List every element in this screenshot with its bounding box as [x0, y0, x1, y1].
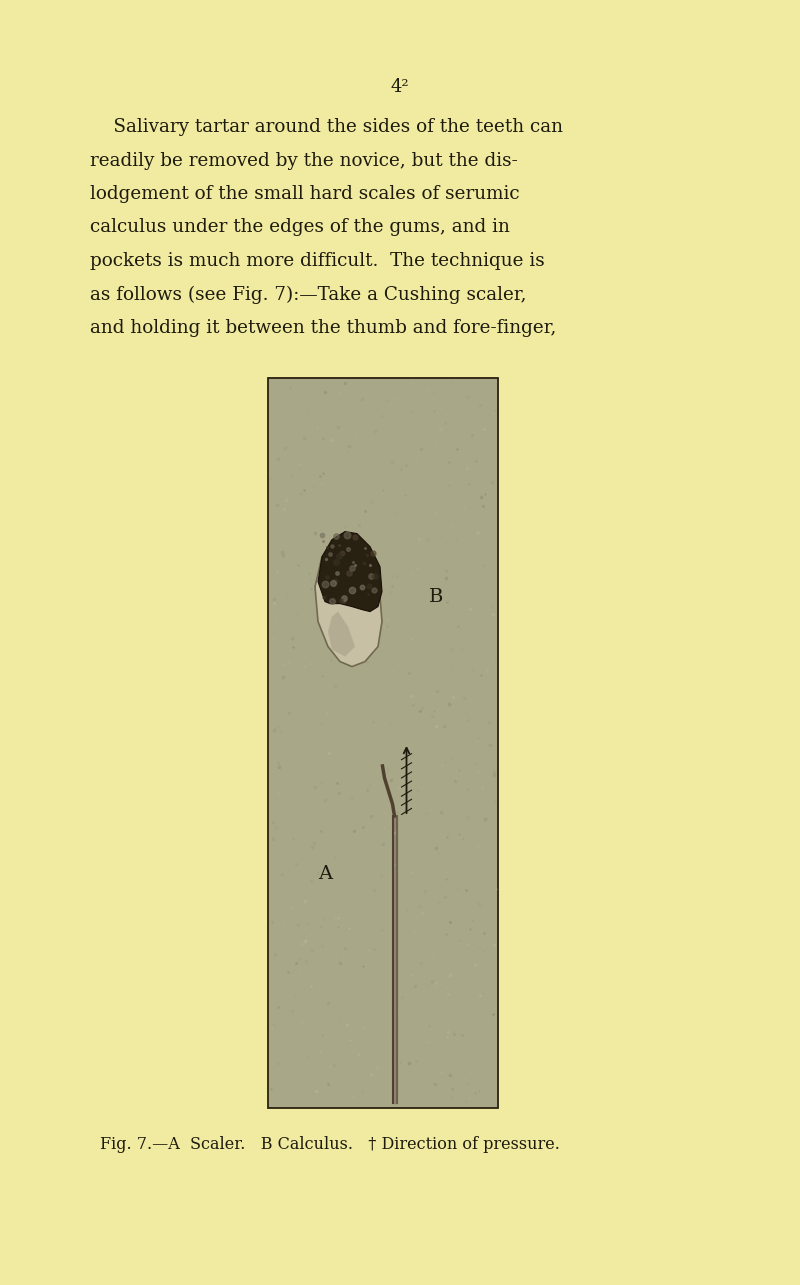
- Polygon shape: [315, 550, 382, 667]
- Text: Fig. 7.—A  Scaler.   B Calculus.   † Direction of pressure.: Fig. 7.—A Scaler. B Calculus. † Directio…: [100, 1136, 560, 1153]
- Text: lodgement of the small hard scales of serumic: lodgement of the small hard scales of se…: [90, 185, 520, 203]
- Text: readily be removed by the novice, but the dis-: readily be removed by the novice, but th…: [90, 152, 518, 170]
- Polygon shape: [318, 532, 382, 612]
- Bar: [268, 378, 498, 1108]
- Text: pockets is much more difficult.  The technique is: pockets is much more difficult. The tech…: [90, 252, 545, 270]
- Text: as follows (see Fig. 7):—Take a Cushing scaler,: as follows (see Fig. 7):—Take a Cushing …: [90, 285, 526, 303]
- Text: calculus under the edges of the gums, and in: calculus under the edges of the gums, an…: [90, 218, 510, 236]
- Text: A: A: [318, 865, 333, 883]
- Text: 4²: 4²: [390, 78, 410, 96]
- Text: and holding it between the thumb and fore-finger,: and holding it between the thumb and for…: [90, 319, 556, 337]
- Text: B: B: [429, 589, 443, 607]
- Polygon shape: [328, 612, 355, 657]
- Text: Salivary tartar around the sides of the teeth can: Salivary tartar around the sides of the …: [90, 118, 563, 136]
